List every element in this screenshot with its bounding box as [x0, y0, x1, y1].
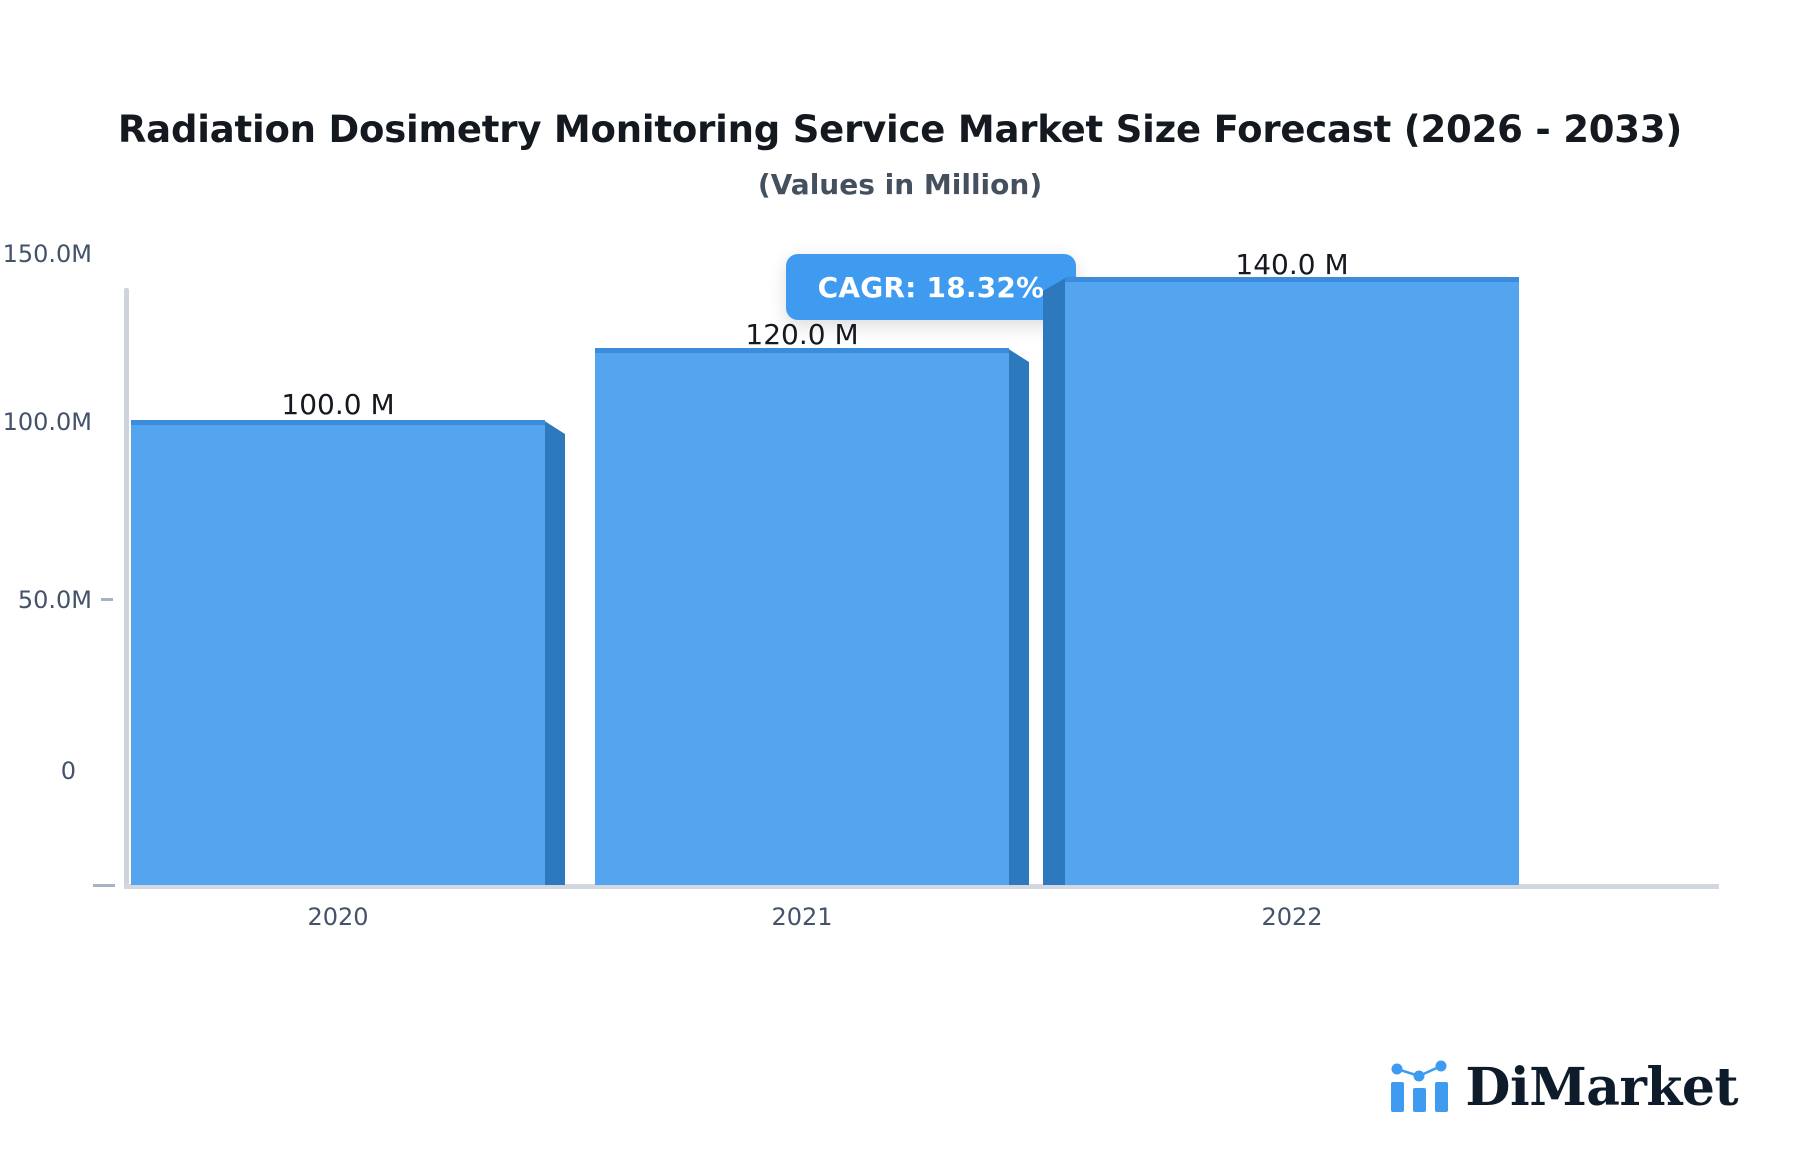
y-axis-tick-label-50: 50.0M [17, 586, 92, 614]
brand-logo: DiMarket [1389, 1060, 1738, 1114]
y-axis-tick-label-0: 0 [60, 757, 76, 785]
bar-2021-top-edge [595, 348, 1009, 353]
bar-2020[interactable] [131, 420, 565, 885]
bar-2021-value-label: 120.0 M [745, 318, 859, 351]
bar-2020-top-edge [131, 420, 545, 425]
cagr-badge: CAGR: 18.32% [786, 254, 1076, 320]
y-axis-spine [124, 288, 129, 885]
bar-2020-value-label: 100.0 M [281, 388, 395, 421]
bar-2022-value-label: 140.0 M [1235, 248, 1349, 281]
bar-2021-side-3d [1007, 348, 1029, 885]
bar-2022-face[interactable] [1065, 277, 1519, 885]
bar-2021-face[interactable] [595, 348, 1009, 885]
bar-2021[interactable] [595, 348, 1029, 885]
y-axis-tick-label-100: 100.0M [2, 408, 92, 436]
brand-logo-text: DiMarket [1465, 1057, 1738, 1118]
y-axis-tick-mark-0 [93, 884, 115, 887]
y-axis-tick-mark-50 [101, 598, 113, 601]
bar-2022-side-3d [1043, 277, 1067, 885]
bar-2022-top-edge [1065, 277, 1519, 282]
bar-chart-logo-icon [1391, 1060, 1449, 1112]
y-axis-tick-label-150: 150.0M [2, 240, 92, 268]
x-axis-tick-label-2020: 2020 [307, 903, 369, 931]
chart-subtitle: (Values in Million) [757, 168, 1043, 201]
x-axis-spine [124, 884, 1719, 889]
bar-2022[interactable] [1043, 277, 1519, 885]
bar-2020-face[interactable] [131, 420, 545, 885]
chart-title: Radiation Dosimetry Monitoring Service M… [117, 108, 1683, 151]
x-axis-tick-label-2021: 2021 [771, 903, 833, 931]
bar-2020-side-3d [543, 420, 565, 885]
x-axis-tick-label-2022: 2022 [1261, 903, 1323, 931]
